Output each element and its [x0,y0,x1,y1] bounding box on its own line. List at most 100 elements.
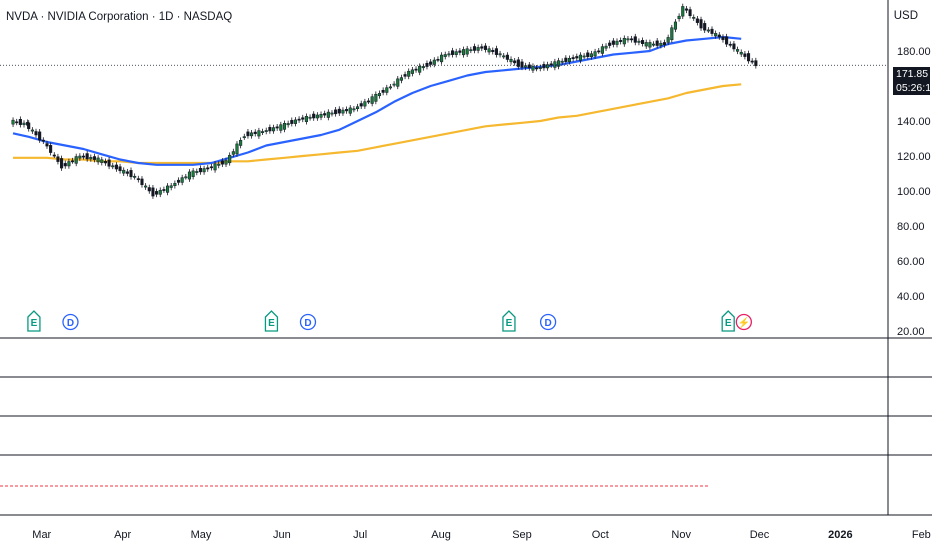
candle-up [589,53,593,58]
candle-up [662,42,667,46]
candle-up [575,56,579,59]
candle-down [96,157,100,163]
candle-up [443,54,447,57]
x-tick-label: Nov [671,529,691,541]
dividend-event-icon[interactable]: D [299,313,317,331]
candle-up [356,106,360,110]
candle-down [45,143,49,147]
candle-down [151,187,155,197]
earnings-flag-shape [502,310,516,332]
candle-up [253,131,257,134]
candle-up [187,171,192,180]
candle-down [644,42,648,47]
candle-up [220,160,224,165]
event-label: E [506,318,513,329]
candle-up [286,123,290,126]
candle-up [586,52,590,58]
candle-up [271,127,276,132]
earnings-event-icon[interactable]: E [502,310,516,332]
candle-up [677,15,681,20]
candle-down [487,48,491,53]
candle-up [293,119,297,124]
candle-up [436,58,440,61]
candle-up [681,6,685,17]
candle-up [158,189,162,195]
candle-up [472,46,477,51]
candle-up [337,108,341,114]
candle-up [257,130,261,137]
candle-up [560,60,564,63]
y-tick-label: 100.00 [897,186,931,198]
candle-up [458,50,462,53]
candle-up [275,126,279,129]
candle-up [385,87,389,93]
earnings-event-icon[interactable]: E [27,310,41,332]
candle-up [648,42,652,48]
candle-up [195,171,199,173]
candle-down [27,122,31,130]
candle-down [122,169,126,174]
candle-up [264,130,268,132]
candles [11,3,758,199]
y-tick-label: 140.00 [897,116,931,128]
candle-up [191,170,195,177]
candle-down [140,178,144,186]
candle-up [608,42,612,46]
candle-down [736,49,740,52]
candle-up [176,179,181,183]
candle-down [498,53,502,56]
x-tick-label: Mar [32,529,51,541]
candle-up [476,47,480,51]
event-label: E [268,318,275,329]
last-price-label: 171.85 05:26:14 [893,67,932,95]
candle-up [377,93,382,97]
candle-up [304,116,308,122]
candle-down [641,40,645,44]
candle-up [451,50,455,55]
candle-down [703,23,707,31]
currency-selector[interactable]: USD [893,10,918,22]
split-event-icon[interactable]: ⚡ [735,313,752,331]
candle-up [447,53,451,56]
candle-up [224,160,228,165]
x-tick-label: 2026 [828,529,852,541]
candle-up [407,70,411,77]
candle-down [18,119,22,125]
candle-up [231,151,235,155]
earnings-flag-shape [721,310,735,332]
candle-up [388,86,392,89]
candle-up [659,42,663,46]
candle-up [169,185,173,188]
candle-up [319,114,323,118]
candle-down [125,171,129,174]
candle-up [593,51,597,57]
candle-up [538,67,542,69]
earnings-event-icon[interactable]: E [264,310,279,332]
candle-down [505,54,509,60]
dividend-event-icon[interactable]: D [62,313,79,331]
candle-down [535,67,539,70]
candle-down [30,129,34,132]
candle-up [461,49,466,56]
candle-down [38,131,42,141]
x-tick-label: Aug [431,529,451,541]
candle-up [542,64,546,69]
candle-down [728,43,732,46]
event-label: D [544,318,551,329]
candle-down [743,53,747,57]
candle-up [282,123,287,130]
candle-up [553,61,557,68]
candle-up [564,57,568,62]
candle-up [74,156,78,164]
candle-down [118,166,122,172]
symbol-legend-title[interactable]: NVDA · NVIDIA Corporation · 1D · NASDAQ [6,11,233,23]
dividend-event-icon[interactable]: D [539,313,557,331]
candle-up [622,37,626,45]
earnings-event-icon[interactable]: E [721,310,735,332]
candle-up [571,57,575,60]
x-tick-label: Dec [750,529,770,541]
candle-down [11,119,15,125]
candle-down [710,28,714,34]
candle-up [217,163,221,166]
